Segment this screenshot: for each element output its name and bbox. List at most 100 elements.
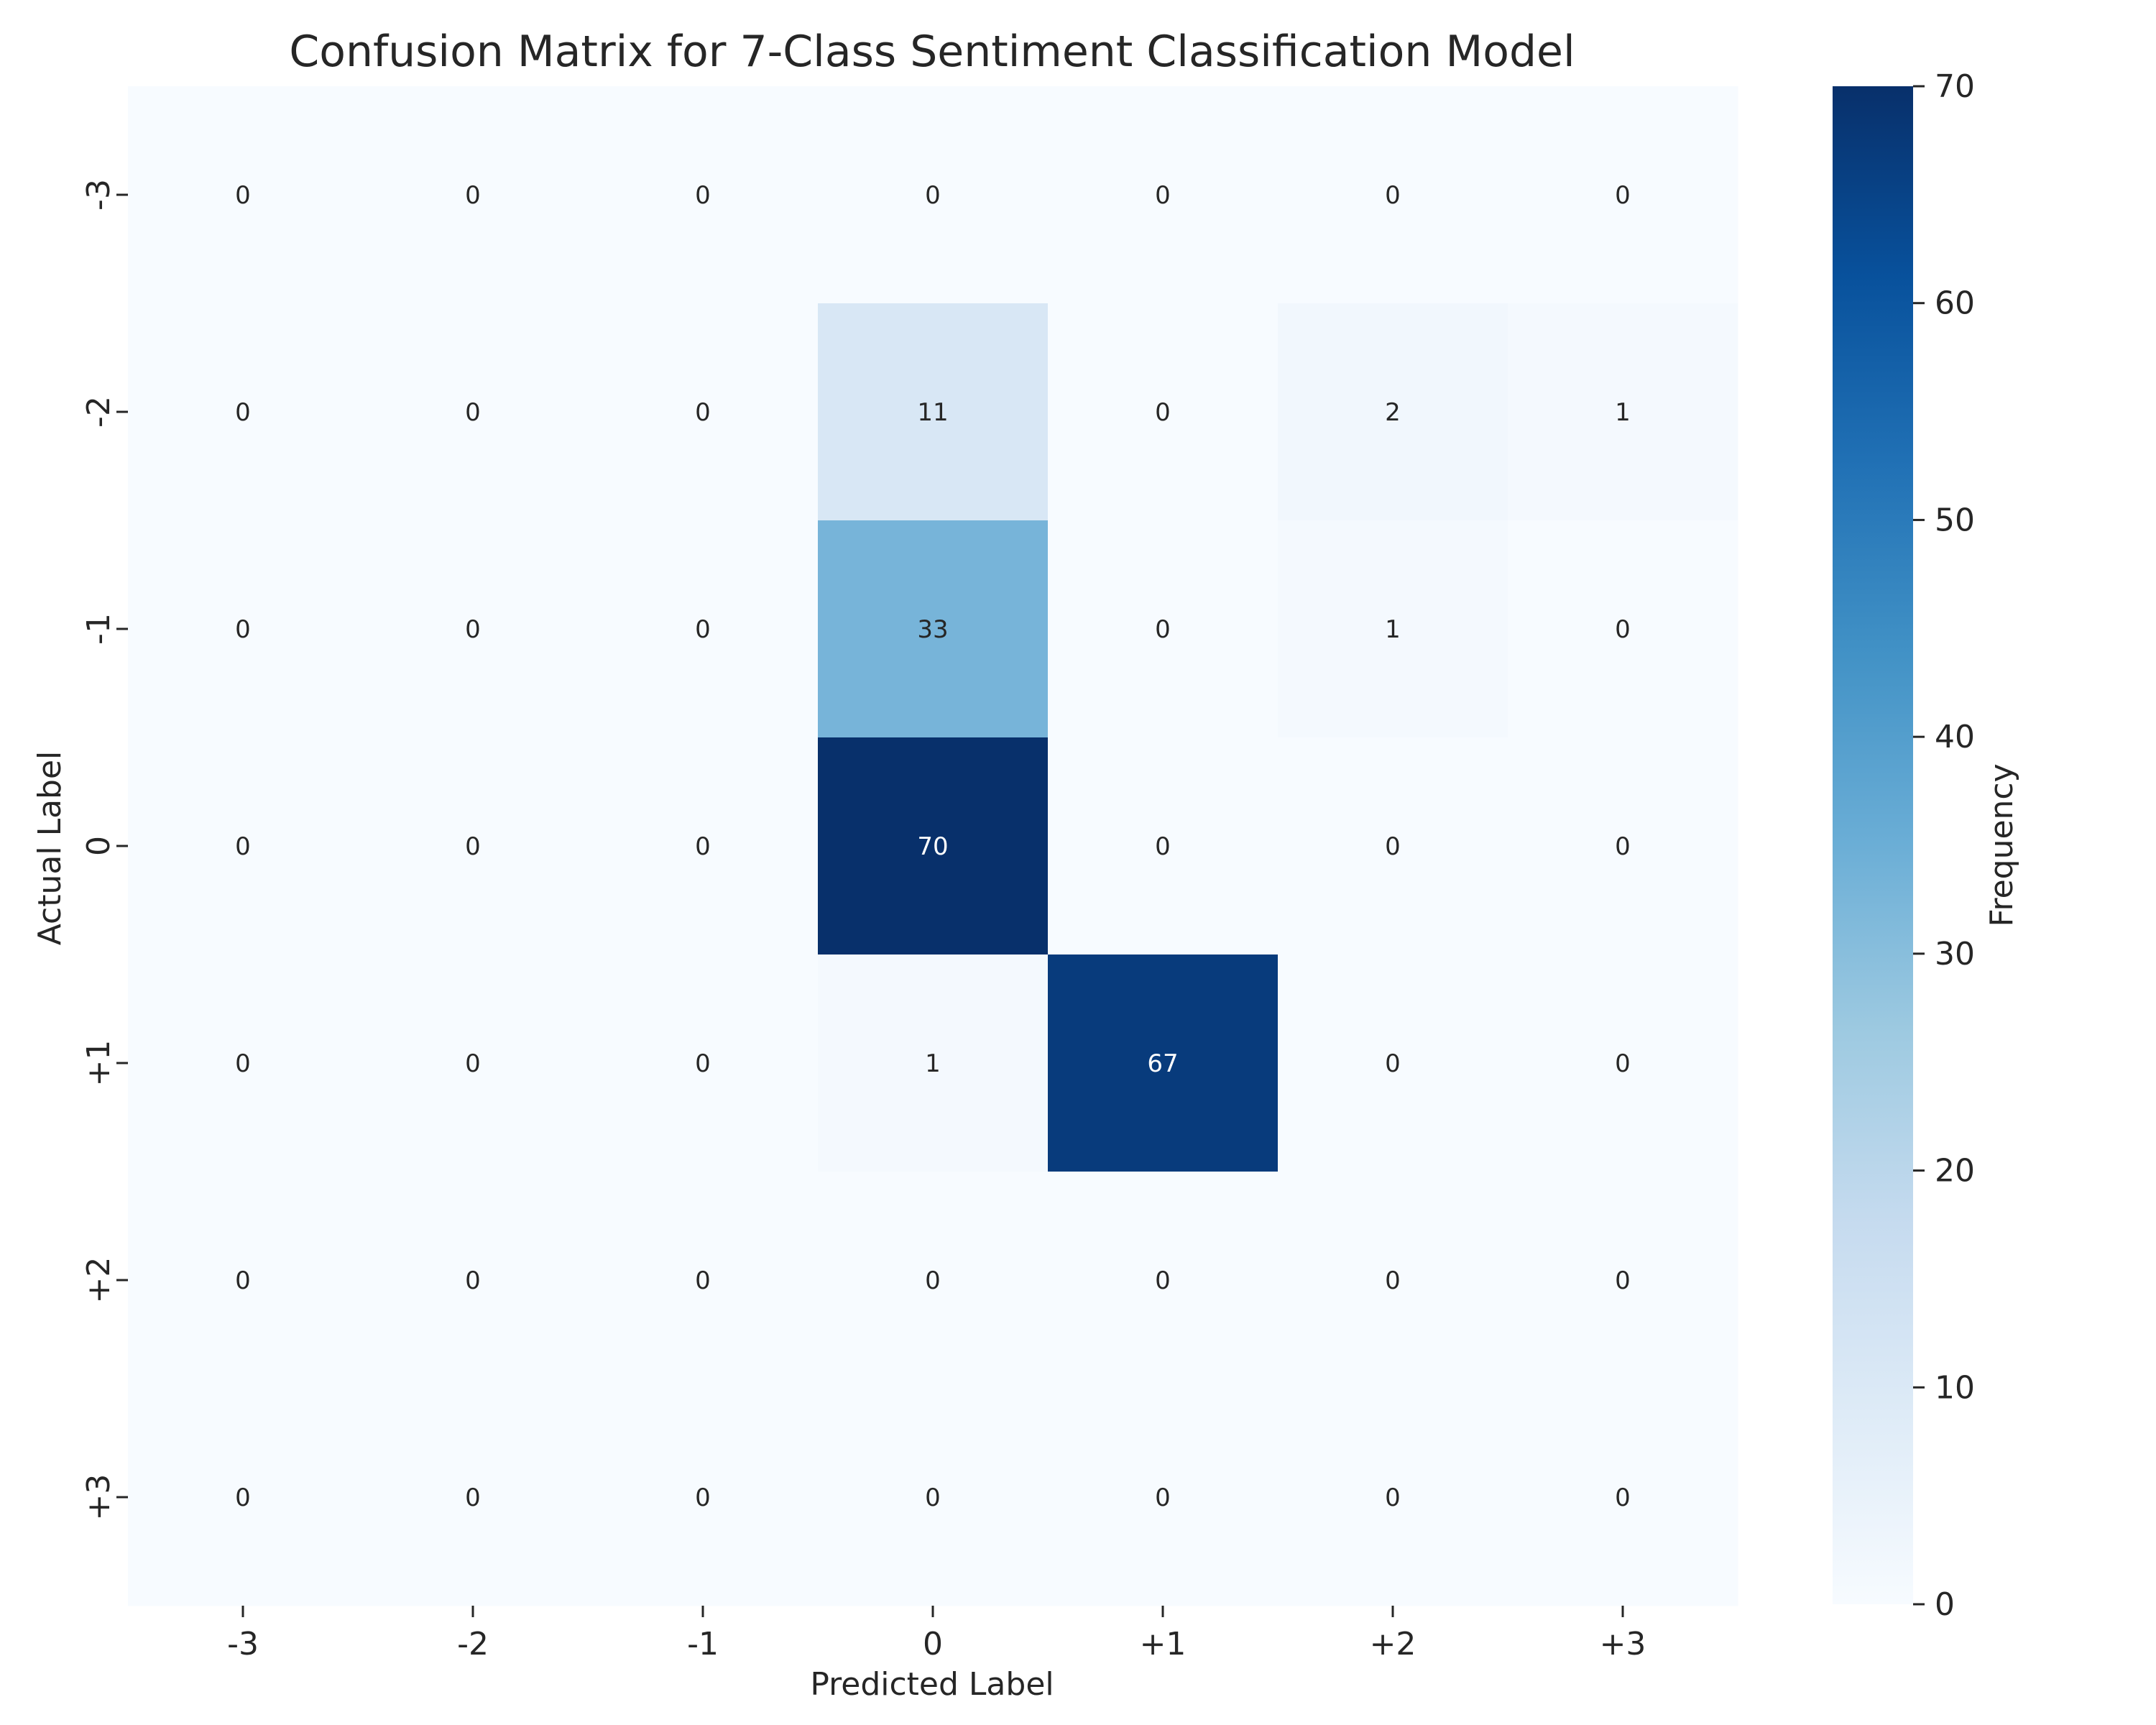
heatmap-cell xyxy=(128,1172,359,1389)
cell-value-label: 0 xyxy=(1155,1266,1171,1295)
heatmap-cell xyxy=(128,303,359,521)
heatmap-cell xyxy=(1278,520,1508,738)
cell-value-label: 0 xyxy=(1615,1049,1631,1078)
cell-value-label: 0 xyxy=(695,181,711,210)
chart-title: Confusion Matrix for 7-Class Sentiment C… xyxy=(289,27,1575,77)
y-tick-label: -1 xyxy=(80,613,117,645)
cell-value-label: 0 xyxy=(465,1266,481,1295)
colorbar xyxy=(1833,86,1913,1604)
heatmap-cell xyxy=(358,520,589,738)
cell-value-label: 1 xyxy=(925,1049,941,1078)
heatmap-cell xyxy=(128,520,359,738)
cell-value-label: 67 xyxy=(1147,1049,1178,1078)
cell-value-label: 0 xyxy=(235,398,251,427)
cell-value-label: 0 xyxy=(235,181,251,210)
cell-value-label: 0 xyxy=(695,1484,711,1512)
heatmap-cell xyxy=(1048,737,1279,955)
heatmap-cell xyxy=(358,737,589,955)
heatmap-cell xyxy=(1048,954,1279,1172)
y-tick-label: +1 xyxy=(80,1040,117,1087)
cell-value-label: 1 xyxy=(1615,398,1631,427)
heatmap-cell xyxy=(588,303,819,521)
cell-value-label: 0 xyxy=(465,1049,481,1078)
heatmap-cell xyxy=(818,954,1049,1172)
heatmap-cell xyxy=(1278,303,1508,521)
colorbar-tick-label: 0 xyxy=(1935,1586,1955,1623)
cell-value-label: 0 xyxy=(1155,181,1171,210)
heatmap-cell xyxy=(1508,303,1738,521)
heatmap-cell xyxy=(1508,520,1738,738)
cell-value-label: 0 xyxy=(235,1484,251,1512)
cell-value-label: 0 xyxy=(925,1266,941,1295)
cell-value-label: 0 xyxy=(465,615,481,644)
heatmap-cell xyxy=(128,86,359,304)
colorbar-tick-label: 10 xyxy=(1935,1369,1975,1406)
cell-value-label: 0 xyxy=(925,1484,941,1512)
colorbar-tick-label: 60 xyxy=(1935,285,1975,322)
cell-value-label: 70 xyxy=(917,832,948,861)
heatmap-cell xyxy=(1508,1389,1738,1606)
heatmap-cells xyxy=(128,86,1738,1606)
cell-value-label: 0 xyxy=(925,181,941,210)
heatmap-cell xyxy=(1278,86,1508,304)
heatmap-cell xyxy=(1048,1172,1279,1389)
y-axis-label: Actual Label xyxy=(32,751,68,946)
y-axis-ticks: -3 -2 -1 0 +1 +2 +3 xyxy=(80,179,128,1520)
cell-value-label: 0 xyxy=(235,1049,251,1078)
heatmap-cell xyxy=(588,86,819,304)
heatmap-cell xyxy=(358,1172,589,1389)
x-tick-label: +1 xyxy=(1140,1626,1187,1662)
x-tick-label: 0 xyxy=(923,1626,943,1662)
heatmap-cell xyxy=(588,737,819,955)
heatmap-cell xyxy=(128,1389,359,1606)
cell-value-label: 0 xyxy=(1615,1484,1631,1512)
cell-value-label: 0 xyxy=(465,398,481,427)
cell-value-label: 0 xyxy=(1385,181,1401,210)
heatmap-cell xyxy=(1278,954,1508,1172)
cell-value-label: 0 xyxy=(1615,1266,1631,1295)
cell-value-label: 0 xyxy=(235,1266,251,1295)
heatmap-cell xyxy=(128,737,359,955)
cell-value-label: 0 xyxy=(695,832,711,861)
x-tick-label: +3 xyxy=(1600,1626,1646,1662)
cell-value-labels: 0 0 0 0 0 0 0 0 0 0 11 0 2 1 0 0 0 33 0 1 0 0 0 0 70 0 0 0 0 0 0 1 67 0 0 0… xyxy=(235,181,1631,1512)
x-tick-label: +2 xyxy=(1370,1626,1416,1662)
heatmap-cell xyxy=(1278,1172,1508,1389)
cell-value-label: 0 xyxy=(695,1266,711,1295)
heatmap-cell xyxy=(358,86,589,304)
heatmap-cell xyxy=(1048,520,1279,738)
heatmap-cell xyxy=(588,1389,819,1606)
cell-value-label: 0 xyxy=(1155,832,1171,861)
cell-value-label: 0 xyxy=(1615,615,1631,644)
heatmap-cell xyxy=(818,86,1049,304)
x-tick-label: -2 xyxy=(457,1626,489,1662)
cell-value-label: 2 xyxy=(1385,398,1401,427)
colorbar-tick-label: 50 xyxy=(1935,502,1975,538)
cell-value-label: 0 xyxy=(1615,832,1631,861)
colorbar-tick-label: 20 xyxy=(1935,1153,1975,1190)
heatmap-cell xyxy=(818,520,1049,738)
y-tick-label: -3 xyxy=(80,179,117,211)
x-tick-label: -1 xyxy=(687,1626,719,1662)
cell-value-label: 11 xyxy=(917,398,948,427)
y-tick-label: +2 xyxy=(80,1257,117,1304)
colorbar-label: Frequency xyxy=(1984,763,2020,926)
cell-value-label: 33 xyxy=(917,615,948,644)
heatmap-cell xyxy=(1278,737,1508,955)
heatmap-cell xyxy=(358,1389,589,1606)
heatmap-cell xyxy=(588,520,819,738)
heatmap-cell xyxy=(818,1389,1049,1606)
cell-value-label: 0 xyxy=(695,1049,711,1078)
heatmap-cell xyxy=(1508,954,1738,1172)
colorbar-tick-label: 70 xyxy=(1935,68,1975,105)
x-axis-label: Predicted Label xyxy=(810,1666,1054,1703)
heatmap-cell xyxy=(358,303,589,521)
cell-value-label: 0 xyxy=(695,398,711,427)
cell-value-label: 0 xyxy=(235,615,251,644)
heatmap-cell xyxy=(1048,86,1279,304)
cell-value-label: 0 xyxy=(695,615,711,644)
y-tick-label: 0 xyxy=(80,836,117,856)
cell-value-label: 0 xyxy=(465,181,481,210)
heatmap-cell xyxy=(818,1172,1049,1389)
